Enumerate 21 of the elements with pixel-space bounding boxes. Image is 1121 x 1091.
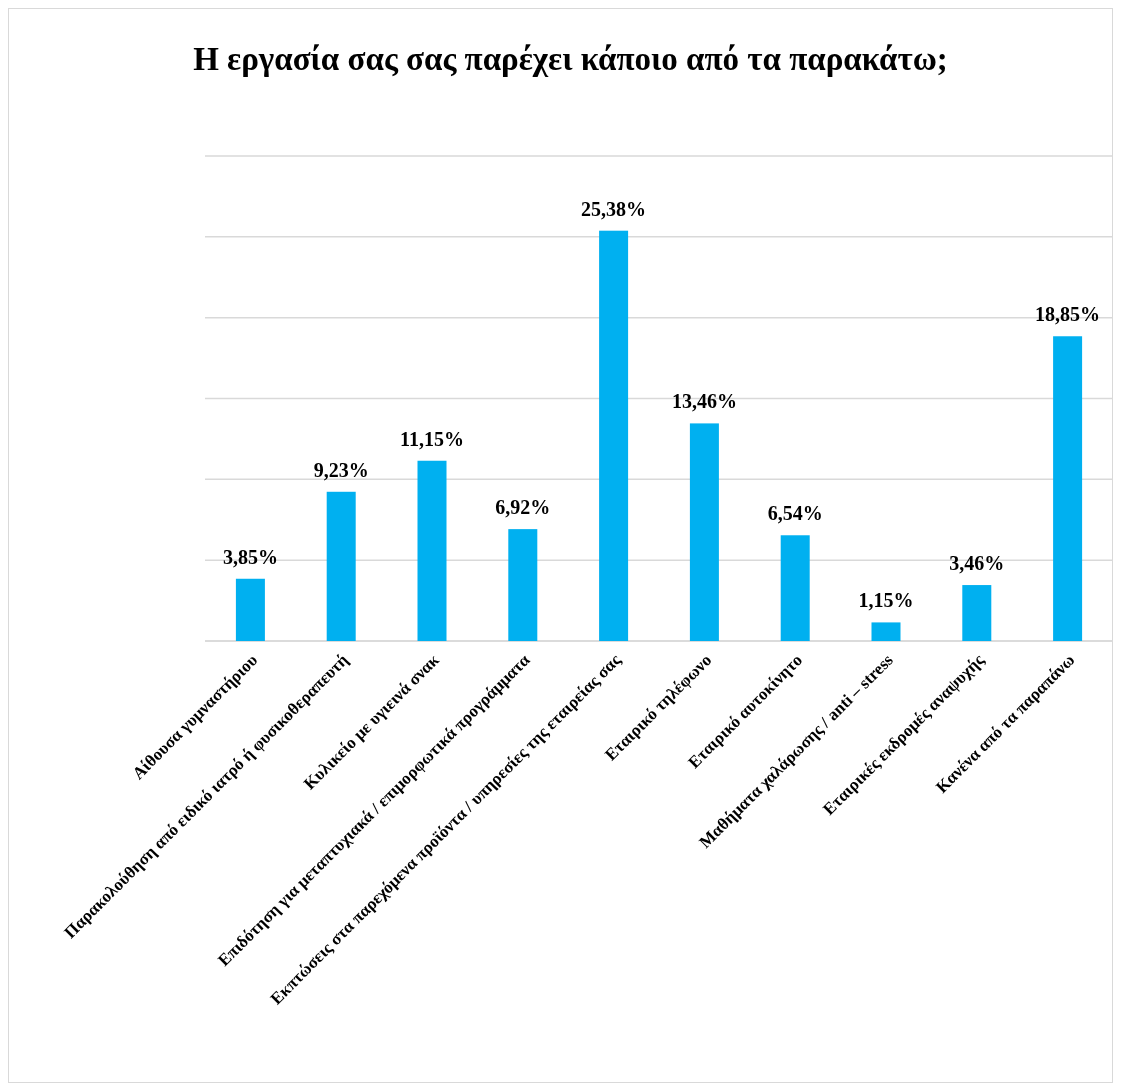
data-label: 9,23% <box>313 458 369 481</box>
data-label: 3,46% <box>949 552 1005 575</box>
bar <box>235 578 265 641</box>
bar <box>962 585 992 641</box>
bar <box>508 529 538 641</box>
bar <box>326 491 356 641</box>
data-label: 6,54% <box>767 502 823 525</box>
chart-title: Η εργασία σας σας παρέχει κάποιο από τα παρακάτω; <box>193 41 948 77</box>
bar <box>1053 336 1083 641</box>
bar <box>599 230 629 641</box>
data-label: 25,38% <box>581 197 647 220</box>
data-label: 3,85% <box>222 545 278 568</box>
data-label: 18,85% <box>1035 303 1101 326</box>
data-label: 11,15% <box>400 427 464 450</box>
bar <box>871 622 901 641</box>
bar <box>689 423 719 641</box>
bar <box>417 460 447 641</box>
data-label: 6,92% <box>495 496 551 519</box>
data-label: 1,15% <box>858 589 914 612</box>
bar <box>780 535 810 641</box>
data-label: 13,46% <box>671 390 737 413</box>
